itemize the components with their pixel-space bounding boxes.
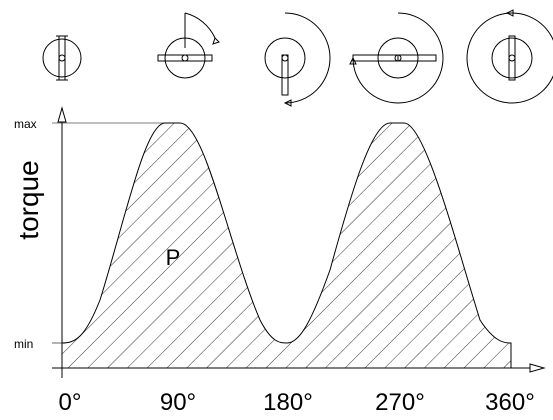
x-tick-label: 270° [375, 389, 425, 416]
torque-area [61, 122, 512, 369]
x-arrow [529, 363, 546, 373]
y-arrow [57, 106, 67, 123]
x-tick-label: 180° [263, 389, 313, 416]
x-tick-label: 90° [160, 389, 196, 416]
area-label: P [166, 245, 181, 270]
y-axis-label: torque [13, 160, 44, 239]
crank-icons [42, 9, 553, 107]
y-tick-label: min [14, 337, 33, 351]
x-tick-label: 0° [59, 389, 82, 416]
y-tick-label: max [14, 117, 37, 131]
x-tick-label: 360° [485, 389, 535, 416]
